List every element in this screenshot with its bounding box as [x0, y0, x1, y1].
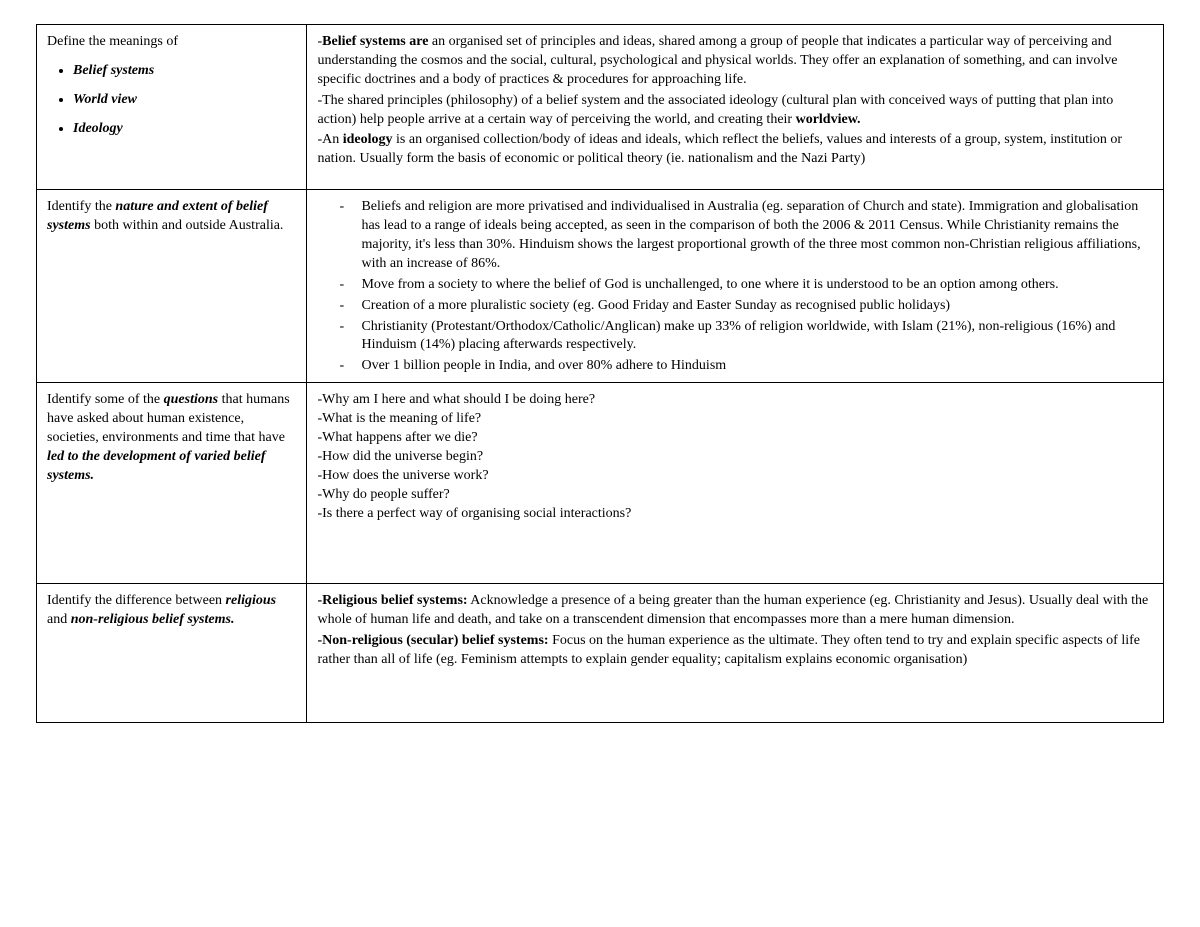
- answer-para: -An ideology is an organised collection/…: [317, 131, 1153, 169]
- question-line: -Why do people suffer?: [317, 486, 1153, 505]
- prompt-intro: Define the meanings of: [47, 33, 296, 52]
- list-item: Christianity (Protestant/Orthodox/Cathol…: [361, 318, 1153, 356]
- answer-para: -Non-religious (secular) belief systems:…: [317, 632, 1153, 670]
- answer-cell: -Why am I here and what should I be doin…: [307, 383, 1164, 584]
- answer-para: -Belief systems are an organised set of …: [317, 33, 1153, 90]
- question-line: -How does the universe work?: [317, 467, 1153, 486]
- prompt-cell: Identify the difference between religiou…: [37, 584, 307, 723]
- answer-list: Beliefs and religion are more privatised…: [317, 198, 1153, 376]
- prompt-cell: Define the meanings of Belief systems Wo…: [37, 25, 307, 190]
- question-line: -How did the universe begin?: [317, 448, 1153, 467]
- table-row: Identify the nature and extent of belief…: [37, 190, 1164, 383]
- answer-cell: -Belief systems are an organised set of …: [307, 25, 1164, 190]
- list-item: Creation of a more pluralistic society (…: [361, 297, 1153, 316]
- table-row: Define the meanings of Belief systems Wo…: [37, 25, 1164, 190]
- prompt-cell: Identify the nature and extent of belief…: [37, 190, 307, 383]
- question-line: -Why am I here and what should I be doin…: [317, 391, 1153, 410]
- list-item: Over 1 billion people in India, and over…: [361, 357, 1153, 376]
- question-line: -What happens after we die?: [317, 429, 1153, 448]
- list-item: Move from a society to where the belief …: [361, 276, 1153, 295]
- definitions-table: Define the meanings of Belief systems Wo…: [36, 24, 1164, 723]
- term-list: Belief systems World view Ideology: [47, 62, 296, 139]
- answer-para: -Religious belief systems: Acknowledge a…: [317, 592, 1153, 630]
- answer-para: -The shared principles (philosophy) of a…: [317, 92, 1153, 130]
- prompt-cell: Identify some of the questions that huma…: [37, 383, 307, 584]
- table-row: Identify the difference between religiou…: [37, 584, 1164, 723]
- table-row: Identify some of the questions that huma…: [37, 383, 1164, 584]
- question-line: -Is there a perfect way of organising so…: [317, 505, 1153, 524]
- answer-cell: -Religious belief systems: Acknowledge a…: [307, 584, 1164, 723]
- answer-cell: Beliefs and religion are more privatised…: [307, 190, 1164, 383]
- question-line: -What is the meaning of life?: [317, 410, 1153, 429]
- term-item: Belief systems: [73, 62, 296, 81]
- term-item: Ideology: [73, 120, 296, 139]
- term-item: World view: [73, 91, 296, 110]
- list-item: Beliefs and religion are more privatised…: [361, 198, 1153, 274]
